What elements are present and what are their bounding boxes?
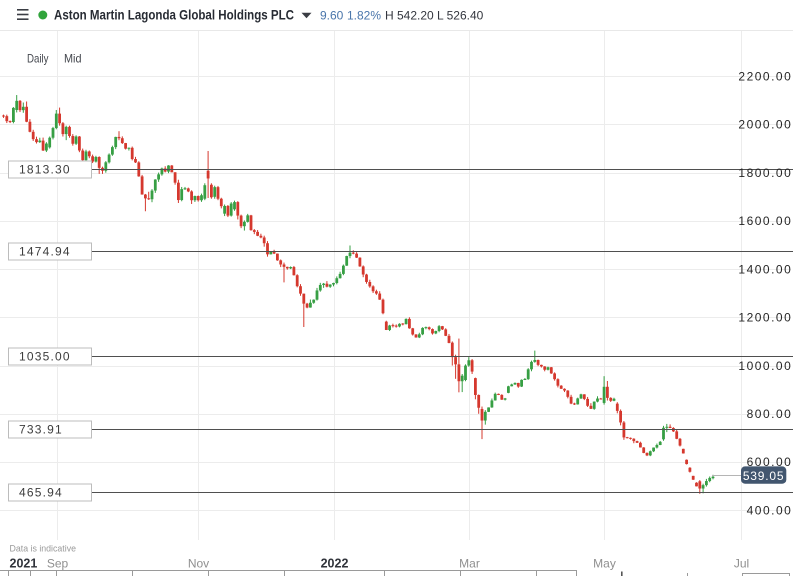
svg-text:600.00: 600.00 <box>747 455 793 469</box>
svg-text:1200.00: 1200.00 <box>738 311 792 325</box>
svg-text:1400.00: 1400.00 <box>738 262 792 276</box>
svg-text:465.94: 465.94 <box>19 486 63 500</box>
svg-text:2021: 2021 <box>10 557 38 571</box>
svg-text:1800.00: 1800.00 <box>738 166 792 180</box>
svg-text:9.60: 9.60 <box>320 8 344 22</box>
svg-text:Data is indicative: Data is indicative <box>10 544 77 554</box>
svg-text:1035.00: 1035.00 <box>19 350 71 364</box>
svg-text:Sep: Sep <box>47 557 69 571</box>
svg-text:1600.00: 1600.00 <box>738 214 792 228</box>
svg-text:Daily: Daily <box>27 52 49 66</box>
svg-text:1000.00: 1000.00 <box>738 359 792 373</box>
svg-text:539.05: 539.05 <box>743 469 785 483</box>
svg-text:2200.00: 2200.00 <box>738 69 792 83</box>
svg-text:2000.00: 2000.00 <box>738 118 792 132</box>
svg-text:Aston Martin Lagonda Global Ho: Aston Martin Lagonda Global Holdings PLC <box>54 8 294 23</box>
svg-text:2022: 2022 <box>321 557 349 571</box>
svg-text:733.91: 733.91 <box>19 423 63 437</box>
svg-text:Mar: Mar <box>459 557 480 571</box>
svg-text:May: May <box>593 557 616 571</box>
svg-text:Mid: Mid <box>64 52 82 66</box>
svg-text:Nov: Nov <box>188 557 209 571</box>
svg-text:H 542.20 L 526.40: H 542.20 L 526.40 <box>385 8 484 22</box>
svg-text:Jul: Jul <box>734 557 749 571</box>
svg-text:1813.30: 1813.30 <box>19 163 71 177</box>
svg-text:800.00: 800.00 <box>747 407 793 421</box>
svg-text:1.82%: 1.82% <box>347 8 381 22</box>
svg-text:400.00: 400.00 <box>747 503 793 517</box>
svg-text:1474.94: 1474.94 <box>19 245 71 259</box>
